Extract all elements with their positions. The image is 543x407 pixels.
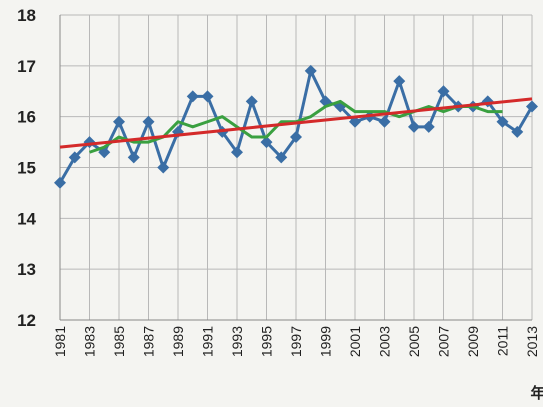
point — [304, 64, 317, 77]
x-tick-label: 2007 — [436, 326, 452, 357]
x-tick-label: 2005 — [406, 326, 422, 357]
point — [526, 100, 538, 113]
point — [231, 146, 243, 159]
series-line — [59, 97, 533, 149]
point — [245, 95, 258, 108]
x-axis-label: 年 — [530, 384, 543, 402]
y-tick-label: 16 — [17, 108, 36, 127]
point — [290, 131, 302, 143]
point — [496, 115, 509, 128]
point — [142, 115, 155, 128]
point — [408, 120, 420, 133]
x-tick-label: 1989 — [170, 326, 186, 357]
point — [113, 115, 125, 128]
point — [186, 90, 199, 103]
point — [127, 151, 140, 164]
point — [54, 176, 66, 189]
point — [275, 151, 288, 164]
x-tick-label: 2009 — [465, 326, 481, 357]
y-tick-label: 18 — [17, 6, 36, 25]
point — [68, 151, 81, 164]
x-tick-label: 1983 — [82, 326, 98, 357]
x-tick-label: 2001 — [347, 326, 363, 357]
y-tick-label: 17 — [17, 57, 36, 76]
point — [378, 115, 391, 128]
y-tick-label: 14 — [17, 209, 36, 228]
x-tick-label: 1995 — [259, 326, 275, 357]
x-tick-label: 1997 — [288, 326, 304, 357]
point — [201, 90, 214, 103]
x-tick-label: 2011 — [495, 326, 511, 356]
point — [157, 161, 170, 174]
point — [437, 85, 450, 98]
x-tick-label: 2003 — [377, 326, 393, 357]
x-tick-label: 1981 — [52, 326, 68, 357]
x-tick-label: 1993 — [229, 326, 245, 357]
point — [393, 75, 406, 88]
x-tick-label: 1991 — [200, 326, 216, 357]
y-tick-label: 13 — [17, 260, 36, 279]
y-tick-label: 15 — [17, 159, 36, 178]
y-tick-label: 12 — [17, 311, 36, 330]
point — [260, 136, 273, 149]
x-tick-label: 2013 — [524, 326, 540, 357]
x-tick-label: 1985 — [111, 326, 127, 357]
x-tick-label: 1987 — [141, 326, 157, 357]
x-tick-label: 1999 — [318, 326, 334, 357]
point — [422, 120, 435, 133]
point — [511, 125, 524, 138]
